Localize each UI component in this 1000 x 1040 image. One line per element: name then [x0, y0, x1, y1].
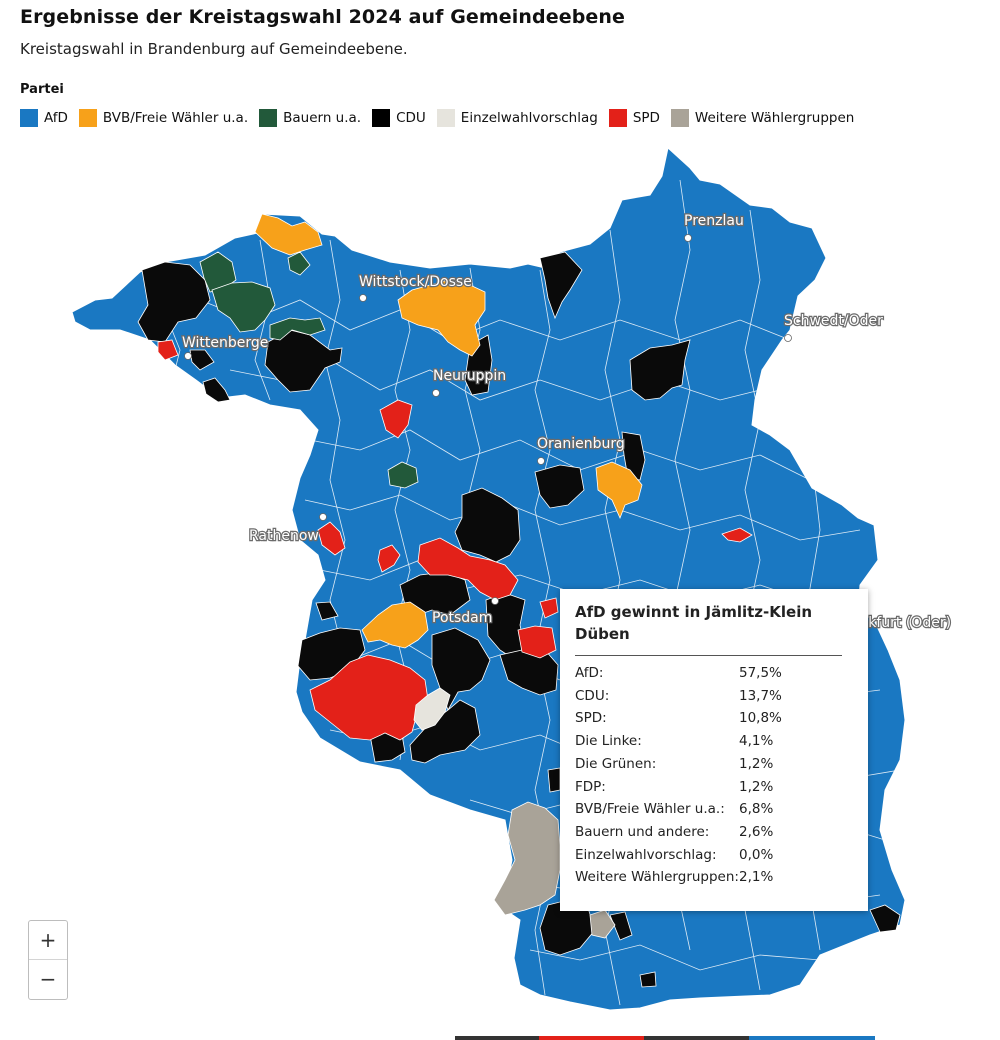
- tooltip-value: 57,5%: [739, 665, 782, 681]
- legend-label-einzel: Einzelwahlvorschlag: [460, 110, 598, 126]
- legend-swatch-spd: [608, 109, 627, 127]
- tooltip-party: CDU:: [575, 687, 610, 704]
- tooltip-party: Einzelwahlvorschlag:: [575, 846, 717, 863]
- tooltip-divider: [575, 655, 842, 656]
- legend-label-bvb: BVB/Freie Wähler u.a.: [102, 110, 249, 126]
- city-neuruppin[interactable]: Neuruppin: [432, 367, 507, 397]
- tooltip-party: Bauern und andere:: [575, 823, 710, 840]
- tooltip-row: Die Grünen: 1,2%: [575, 753, 842, 776]
- city-label-rathenow: Rathenow: [249, 528, 319, 544]
- legend-label-cdu: CDU: [396, 110, 426, 126]
- legend-item-cdu[interactable]: CDU: [372, 109, 426, 127]
- city-label-neuruppin: Neuruppin: [433, 368, 506, 384]
- city-dot-wittstock: [359, 294, 367, 302]
- tooltip-value: 1,2%: [739, 778, 774, 795]
- city-label-potsdam: Potsdam: [432, 610, 492, 626]
- legend-item-bvb[interactable]: BVB/Freie Wähler u.a.: [78, 109, 249, 127]
- tooltip-row: BVB/Freie Wähler u.a.: 6,8%: [575, 798, 842, 821]
- tooltip-party: Die Linke:: [575, 733, 642, 750]
- city-rathenow[interactable]: Rathenow: [248, 513, 327, 545]
- legend: AfD BVB/Freie Wähler u.a. Bauern u.a. CD…: [20, 109, 865, 127]
- city-prenzlau[interactable]: Prenzlau: [683, 212, 745, 242]
- chart-subtitle: Kreistagswahl in Brandenburg auf Gemeind…: [20, 40, 408, 58]
- city-dot-potsdam: [491, 597, 499, 605]
- chart-title: Ergebnisse der Kreistagswahl 2024 auf Ge…: [20, 6, 626, 28]
- city-dot-wittenberge: [184, 352, 192, 360]
- legend-swatch-einzel: [436, 109, 455, 127]
- tooltip-value: 4,1%: [739, 733, 774, 750]
- legend-label-weitere: Weitere Wählergruppen: [694, 110, 855, 126]
- city-dot-neuruppin: [432, 389, 440, 397]
- next-map-edge: [455, 1036, 875, 1040]
- einzel-regions[interactable]: [413, 687, 451, 731]
- legend-label-spd: SPD: [632, 110, 660, 126]
- legend-swatch-bvb: [78, 109, 97, 127]
- tooltip-row: CDU: 13,7%: [575, 685, 842, 708]
- legend-label-bauern: Bauern u.a.: [283, 110, 362, 126]
- legend-swatch-weitere: [670, 109, 689, 127]
- tooltip-value: 10,8%: [739, 710, 782, 727]
- tooltip-value: 2,1%: [739, 869, 774, 886]
- city-dot-rathenow: [319, 513, 327, 521]
- city-label-schwedt: Schwedt/Oder: [784, 313, 883, 329]
- tooltip-row: SPD: 10,8%: [575, 707, 842, 730]
- city-label-wittenberge: Wittenberge: [182, 335, 268, 351]
- bauern-regions[interactable]: [199, 251, 419, 489]
- tooltip-row: Einzelwahlvorschlag: 0,0%: [575, 844, 842, 867]
- tooltip-party: FDP:: [575, 778, 606, 795]
- city-wittstock[interactable]: Wittstock/Dosse: [358, 273, 473, 302]
- tooltip-party: AfD:: [575, 665, 604, 681]
- zoom-out-button[interactable]: −: [29, 959, 67, 998]
- city-oranienburg[interactable]: Oranienburg: [536, 435, 626, 465]
- tooltip-value: 2,6%: [739, 823, 774, 840]
- tooltip-value: 0,0%: [739, 846, 774, 863]
- city-label-oranienburg: Oranienburg: [537, 436, 625, 452]
- city-potsdam[interactable]: Potsdam: [431, 597, 499, 627]
- municipality-tooltip: AfD gewinnt in Jämlitz-Klein Düben AfD: 5…: [560, 589, 868, 911]
- zoom-in-button[interactable]: +: [39, 928, 57, 952]
- legend-swatch-bauern: [259, 109, 278, 127]
- tooltip-value: 6,8%: [739, 801, 774, 818]
- tooltip-party: BVB/Freie Wähler u.a.:: [575, 801, 725, 818]
- zoom-control: + −: [28, 920, 68, 1000]
- legend-title: Partei: [20, 82, 64, 97]
- city-schwedt[interactable]: Schwedt/Oder: [783, 312, 884, 342]
- tooltip-row: FDP: 1,2%: [575, 776, 842, 799]
- city-dot-schwedt: [784, 334, 792, 342]
- legend-item-spd[interactable]: SPD: [608, 109, 660, 127]
- legend-item-afd[interactable]: AfD: [20, 109, 68, 127]
- tooltip-row: Weitere Wählergruppen: 2,1%: [575, 866, 842, 889]
- tooltip-row: Die Linke: 4,1%: [575, 730, 842, 753]
- tooltip-title: AfD gewinnt in Jämlitz-Klein Düben: [575, 603, 813, 643]
- tooltip-row: AfD: 57,5%: [575, 662, 842, 685]
- tooltip-party: SPD:: [575, 710, 607, 727]
- legend-label-afd: AfD: [44, 110, 68, 126]
- spd-regions[interactable]: [157, 339, 753, 741]
- legend-item-weitere[interactable]: Weitere Wählergruppen: [670, 109, 855, 127]
- legend-swatch-cdu: [372, 109, 391, 127]
- city-wittenberge[interactable]: Wittenberge: [181, 334, 270, 360]
- cdu-regions[interactable]: [137, 251, 901, 988]
- tooltip-row: Bauern und andere: 2,6%: [575, 821, 842, 844]
- tooltip-value: 13,7%: [739, 687, 782, 704]
- tooltip-value: 1,2%: [739, 755, 774, 772]
- city-dot-oranienburg: [537, 457, 545, 465]
- legend-swatch-afd: [20, 109, 38, 127]
- legend-item-bauern[interactable]: Bauern u.a.: [259, 109, 361, 127]
- city-label-prenzlau: Prenzlau: [684, 213, 744, 229]
- weitere-regions[interactable]: [493, 801, 616, 939]
- tooltip-party: Weitere Wählergruppen:: [575, 869, 739, 886]
- tooltip-party: Die Grünen:: [575, 755, 657, 772]
- city-dot-prenzlau: [684, 234, 692, 242]
- city-label-wittstock: Wittstock/Dosse: [359, 274, 472, 290]
- legend-item-einzel[interactable]: Einzelwahlvorschlag: [436, 109, 598, 127]
- bvb-regions[interactable]: [254, 213, 643, 649]
